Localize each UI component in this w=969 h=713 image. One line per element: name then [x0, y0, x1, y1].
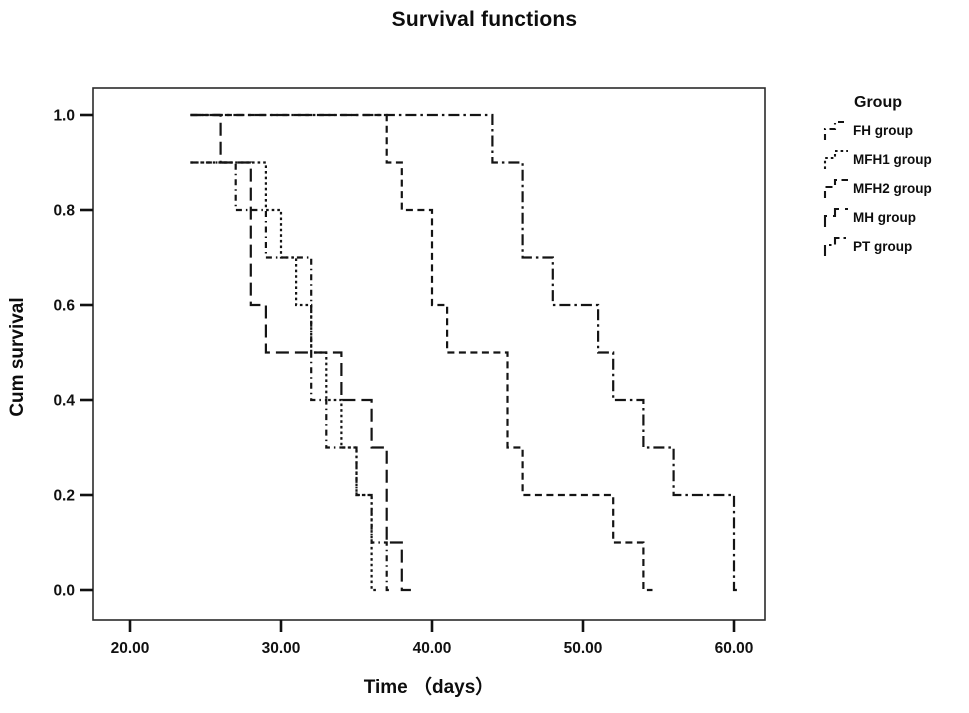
survival-curve-mfh1 — [190, 161, 378, 592]
legend-item-label: PT group — [853, 239, 913, 254]
legend-title: Group — [854, 94, 902, 111]
legend-item-mfh2: MFH2 group — [822, 174, 968, 203]
survival-curve-fh — [190, 161, 393, 592]
y-tick-label: 1.0 — [53, 108, 75, 125]
chart-title: Survival functions — [391, 8, 578, 31]
legend-item-mfh1: MFH1 group — [822, 145, 968, 174]
x-tick-label: 30.00 — [262, 640, 301, 657]
x-tick-label: 60.00 — [715, 640, 754, 657]
legend-item-label: MFH2 group — [853, 181, 932, 196]
x-tick-label: 20.00 — [111, 640, 150, 657]
survival-curve-pt — [190, 113, 740, 592]
legend-line-sample-icon — [823, 236, 848, 256]
legend-line-sample — [823, 207, 848, 227]
legend-line-sample-icon — [823, 178, 848, 198]
legend-line-sample-icon — [823, 120, 848, 140]
legend-line-sample — [823, 120, 848, 140]
y-tick-label: 0.0 — [53, 583, 75, 600]
legend-line-sample — [823, 149, 848, 169]
y-tick-label: 0.8 — [53, 203, 75, 220]
legend: Group FH group MFH1 group MFH2 group MH gro… — [822, 94, 968, 261]
survival-curve-mfh2 — [190, 113, 653, 592]
legend-line-sample — [823, 236, 848, 256]
y-axis-label: Cum survival — [7, 297, 28, 417]
legend-item-mh: MH group — [822, 203, 968, 232]
legend-line-sample-icon — [823, 207, 848, 227]
legend-item-label: MFH1 group — [853, 152, 932, 167]
legend-line-sample-icon — [823, 149, 848, 169]
plot-border — [92, 87, 766, 621]
legend-line-sample — [823, 178, 848, 198]
legend-item-fh: FH group — [822, 116, 968, 145]
y-tick-label: 0.6 — [53, 298, 75, 315]
legend-items: FH group MFH1 group MFH2 group MH group PT g… — [822, 116, 968, 261]
y-tick-label: 0.4 — [53, 393, 75, 410]
legend-item-label: FH group — [853, 123, 913, 138]
x-axis-label: Time （days） — [363, 677, 495, 698]
legend-item-label: MH group — [853, 210, 916, 225]
x-tick-label: 40.00 — [413, 640, 452, 657]
legend-item-pt: PT group — [822, 232, 968, 261]
survival-curve-mh — [190, 113, 411, 592]
y-tick-label: 0.2 — [53, 488, 75, 505]
x-tick-label: 50.00 — [564, 640, 603, 657]
